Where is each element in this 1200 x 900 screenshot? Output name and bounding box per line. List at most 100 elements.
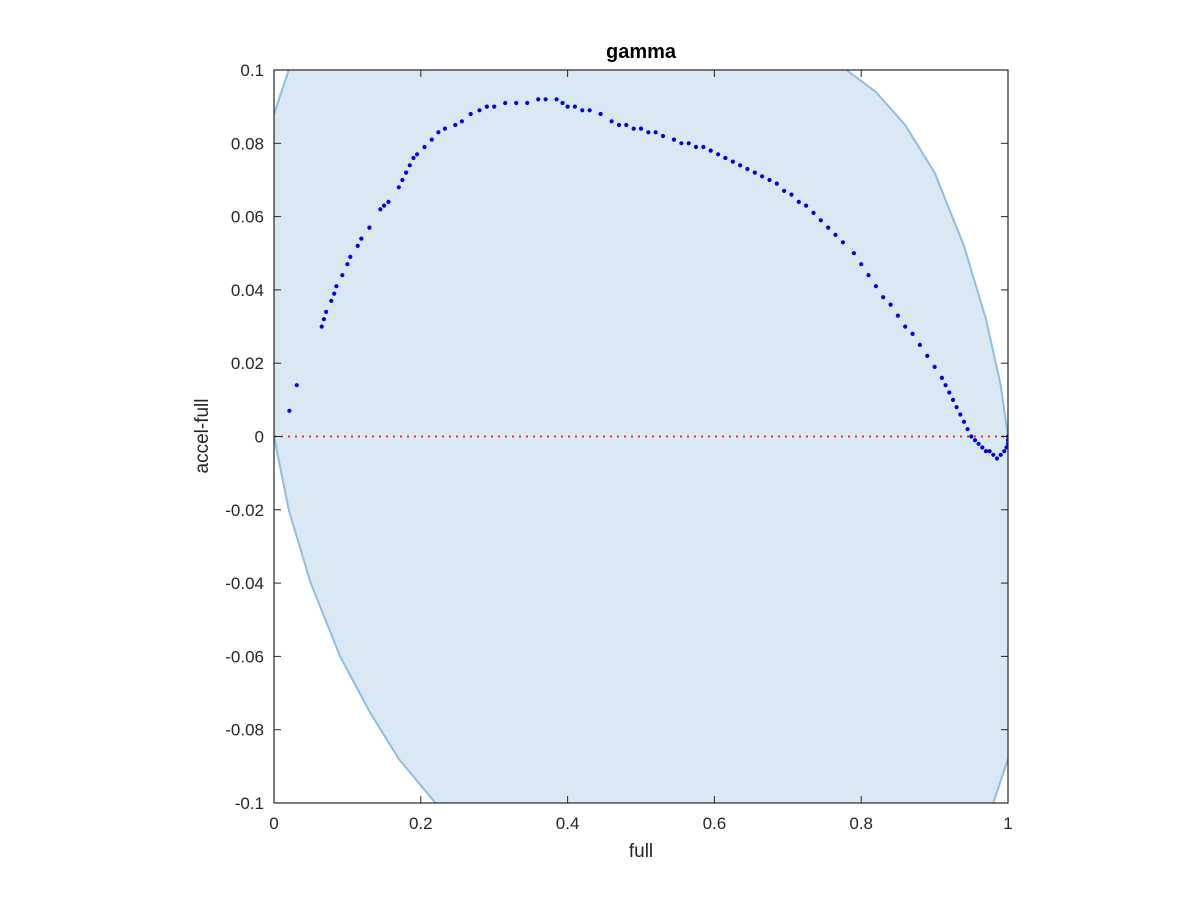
data-point [873, 284, 879, 289]
y-tick-label: 0 [255, 428, 264, 447]
data-point [477, 108, 482, 113]
data-point [367, 225, 372, 230]
data-point [332, 291, 337, 296]
data-point [653, 130, 658, 135]
data-point [716, 152, 721, 157]
data-point [910, 331, 915, 336]
data-points [287, 97, 1008, 461]
data-point [954, 405, 959, 410]
y-tick-label: 0.04 [231, 281, 264, 300]
data-point [345, 262, 350, 267]
y-tick-label: -0.02 [225, 501, 264, 520]
data-point [983, 449, 989, 454]
data-point [624, 122, 629, 128]
data-point [745, 166, 750, 172]
data-point [1004, 445, 1008, 450]
data-point [415, 152, 420, 157]
data-point [686, 141, 691, 146]
data-point [287, 408, 292, 413]
data-point [881, 295, 886, 300]
data-point [580, 108, 585, 113]
y-tick-label: -0.1 [235, 794, 264, 813]
data-point [866, 273, 871, 278]
data-point [917, 342, 923, 347]
data-point [492, 104, 497, 109]
data-point [560, 100, 565, 106]
data-point [536, 97, 541, 102]
data-point [947, 390, 952, 395]
data-point [459, 119, 464, 124]
region-boundary-left-boundary [274, 70, 290, 115]
data-point [468, 111, 473, 117]
region-fill [274, 70, 1008, 803]
data-point [925, 353, 930, 358]
data-point [484, 104, 489, 109]
data-point [730, 159, 735, 164]
data-point [980, 445, 985, 450]
data-point [660, 133, 666, 139]
data-point [400, 177, 405, 183]
data-point [752, 170, 757, 175]
region-boundary-right-upper-boundary [845, 70, 1008, 437]
data-point [646, 130, 651, 135]
region-boundary-left-lower-boundary [274, 436, 437, 803]
data-point [378, 207, 383, 212]
data-point [503, 100, 508, 106]
data-point [453, 122, 458, 128]
data-point [991, 452, 996, 457]
data-point [708, 148, 713, 153]
data-point [976, 441, 981, 446]
data-point [598, 111, 603, 117]
data-point [411, 155, 416, 161]
data-point [329, 298, 334, 303]
data-point [760, 174, 765, 179]
data-point [939, 375, 945, 380]
data-point [888, 302, 893, 307]
data-point [701, 144, 706, 150]
data-point [543, 97, 548, 102]
data-point [321, 317, 326, 322]
data-point [609, 119, 614, 124]
x-tick-label: 0.8 [849, 814, 873, 833]
data-point [404, 170, 409, 175]
data-point [442, 126, 448, 131]
chart-title: gamma [606, 41, 677, 63]
data-point [818, 218, 823, 223]
data-point [359, 236, 364, 241]
data-point [386, 199, 391, 204]
y-tick-label: 0.1 [240, 61, 264, 80]
data-point [774, 181, 779, 186]
data-point [429, 137, 434, 142]
data-point [811, 210, 816, 215]
y-tick-label: -0.04 [225, 574, 264, 593]
y-tick-label: 0.02 [231, 354, 264, 373]
data-point [965, 427, 970, 432]
data-point [833, 232, 838, 237]
y-tick-label: -0.06 [225, 647, 264, 666]
data-point [987, 449, 992, 454]
data-point [631, 126, 636, 131]
data-point [554, 97, 559, 102]
data-point [616, 122, 622, 128]
data-point [723, 155, 728, 161]
y-axis-title: accel-full [192, 399, 213, 474]
data-point [961, 419, 967, 424]
data-point [840, 240, 846, 245]
data-point [958, 412, 963, 417]
x-tick-label: 0.6 [703, 814, 727, 833]
data-point [943, 383, 948, 388]
data-point [382, 203, 387, 208]
x-axis-title: full [629, 841, 653, 862]
data-point [1002, 449, 1007, 454]
data-point [340, 273, 345, 278]
data-point [565, 104, 570, 109]
region-cutout-bottom-left [274, 436, 436, 803]
x-tick-label: 0.4 [556, 814, 580, 833]
data-point [969, 434, 974, 439]
x-tick-label: 0.2 [409, 814, 433, 833]
data-point [422, 144, 427, 150]
data-point [994, 456, 1000, 461]
data-point [972, 438, 978, 443]
data-point [355, 243, 360, 248]
